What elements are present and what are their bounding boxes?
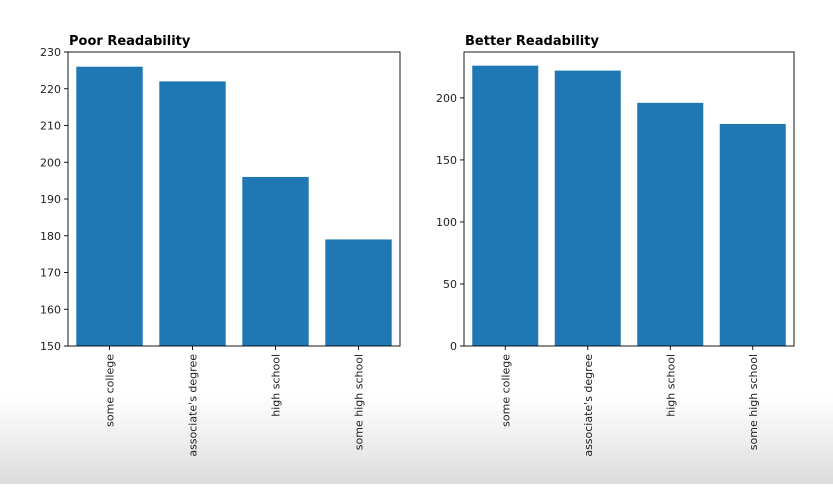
y-tick-label: 160 [40, 303, 61, 316]
y-tick-label: 150 [436, 154, 457, 167]
x-tick-label: some college [104, 354, 117, 427]
y-tick-label: 100 [436, 216, 457, 229]
y-tick-label: 50 [443, 278, 457, 291]
y-tick-label: 230 [40, 46, 61, 59]
y-tick-label: 200 [436, 92, 457, 105]
x-tick-label: some high school [353, 354, 366, 450]
y-tick-label: 0 [450, 340, 457, 353]
y-tick-label: 180 [40, 230, 61, 243]
x-tick-label: some high school [747, 354, 760, 450]
x-tick-label: high school [664, 354, 677, 417]
y-tick-label: 170 [40, 267, 61, 280]
bar [159, 81, 226, 347]
chart-title: Poor Readability [69, 34, 191, 49]
x-tick-label: some college [499, 354, 512, 427]
chart-title: Better Readability [465, 34, 599, 49]
y-tick-label: 200 [40, 156, 61, 169]
y-tick-label: 150 [40, 340, 61, 353]
chart-panel-2: 0 50 100 150 200 some college associate's degr… [436, 34, 795, 457]
x-tick-label: high school [270, 354, 283, 417]
bar [325, 239, 392, 346]
y-tick-label: 220 [40, 83, 61, 96]
x-tick-label: associate's degree [582, 354, 595, 457]
bar [719, 123, 786, 346]
chart-panel-1: 150 160 170 180 190 200 210 220 230 some college a… [40, 34, 401, 457]
y-tick-label: 190 [40, 193, 61, 206]
bar [554, 70, 621, 346]
x-tick-label: associate's degree [187, 354, 200, 457]
plot-frame [463, 51, 795, 347]
bar [637, 102, 704, 347]
y-tick-label: 210 [40, 120, 61, 133]
bar [472, 65, 539, 346]
bar [242, 176, 309, 346]
bar [76, 66, 143, 346]
